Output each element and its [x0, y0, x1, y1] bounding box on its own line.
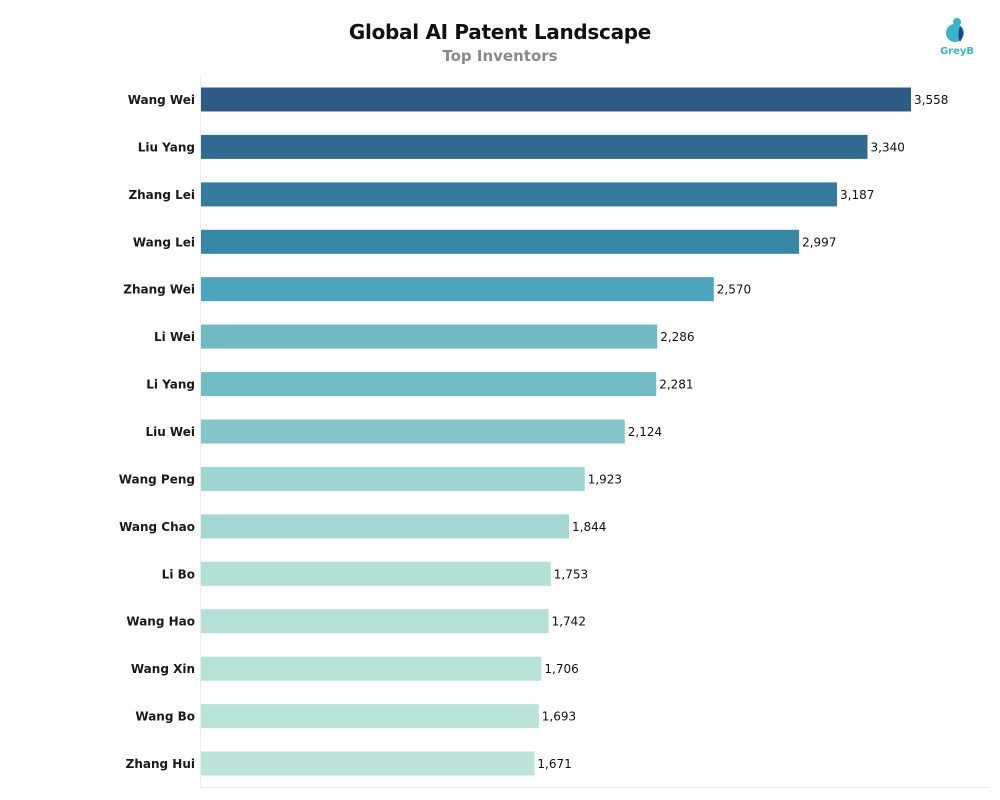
bar-liu-yang: [201, 134, 868, 159]
value-label: 1,753: [554, 567, 588, 581]
bar-zhang-wei: [201, 277, 714, 302]
category-label: Zhang Hui: [126, 757, 195, 771]
chart-title: Global AI Patent Landscape: [348, 20, 652, 44]
bar-wang-lei: [201, 229, 800, 254]
category-label: Wang Xin: [131, 662, 195, 676]
category-label: Wang Lei: [133, 235, 195, 249]
category-label: Wang Bo: [135, 710, 195, 724]
value-label: 1,706: [544, 662, 578, 676]
bar-zhang-lei: [201, 182, 837, 207]
category-label: Li Wei: [154, 330, 195, 344]
category-label: Zhang Wei: [123, 283, 195, 297]
bar-wang-hao: [201, 609, 549, 634]
bar-li-bo: [201, 561, 551, 586]
logo-text: GreyB: [939, 46, 975, 57]
value-label: 1,742: [552, 615, 586, 629]
bar-wang-peng: [201, 466, 585, 491]
bar-wang-chao: [201, 514, 569, 539]
bar-wang-wei: [201, 87, 911, 112]
value-label: 2,997: [802, 235, 836, 249]
value-label: 1,844: [572, 520, 606, 534]
value-label: 2,570: [717, 283, 751, 297]
category-label: Liu Yang: [138, 140, 195, 154]
value-label: 3,558: [914, 93, 948, 107]
bar-zhang-hui: [201, 751, 535, 776]
bar-wang-xin: [201, 656, 542, 681]
category-label: Li Bo: [162, 567, 195, 581]
greyb-logo: GreyB: [933, 14, 981, 64]
value-label: 1,923: [588, 472, 622, 486]
category-label: Wang Peng: [119, 472, 195, 486]
greyb-logo-icon: [946, 18, 964, 42]
value-label: 2,124: [628, 425, 662, 439]
value-label: 1,671: [537, 757, 571, 771]
category-label: Li Yang: [146, 378, 195, 392]
category-label: Wang Chao: [119, 520, 195, 534]
value-label: 3,187: [840, 188, 874, 202]
value-label: 1,693: [542, 710, 576, 724]
chart-subtitle: Top Inventors: [442, 47, 558, 65]
category-label: Liu Wei: [145, 425, 195, 439]
category-label: Wang Hao: [126, 615, 195, 629]
value-label: 2,286: [660, 330, 694, 344]
bar-li-wei: [201, 324, 658, 349]
category-label: Zhang Lei: [128, 188, 195, 202]
value-label: 2,281: [659, 378, 693, 392]
value-label: 3,340: [871, 140, 905, 154]
bars-group: Wang Wei 3,558 Liu Yang 3,340 Zhang Lei 3,187…: [119, 87, 948, 776]
category-label: Wang Wei: [128, 93, 195, 107]
bar-li-yang: [201, 372, 657, 397]
bar-wang-bo: [201, 704, 539, 729]
bar-liu-wei: [201, 419, 625, 444]
